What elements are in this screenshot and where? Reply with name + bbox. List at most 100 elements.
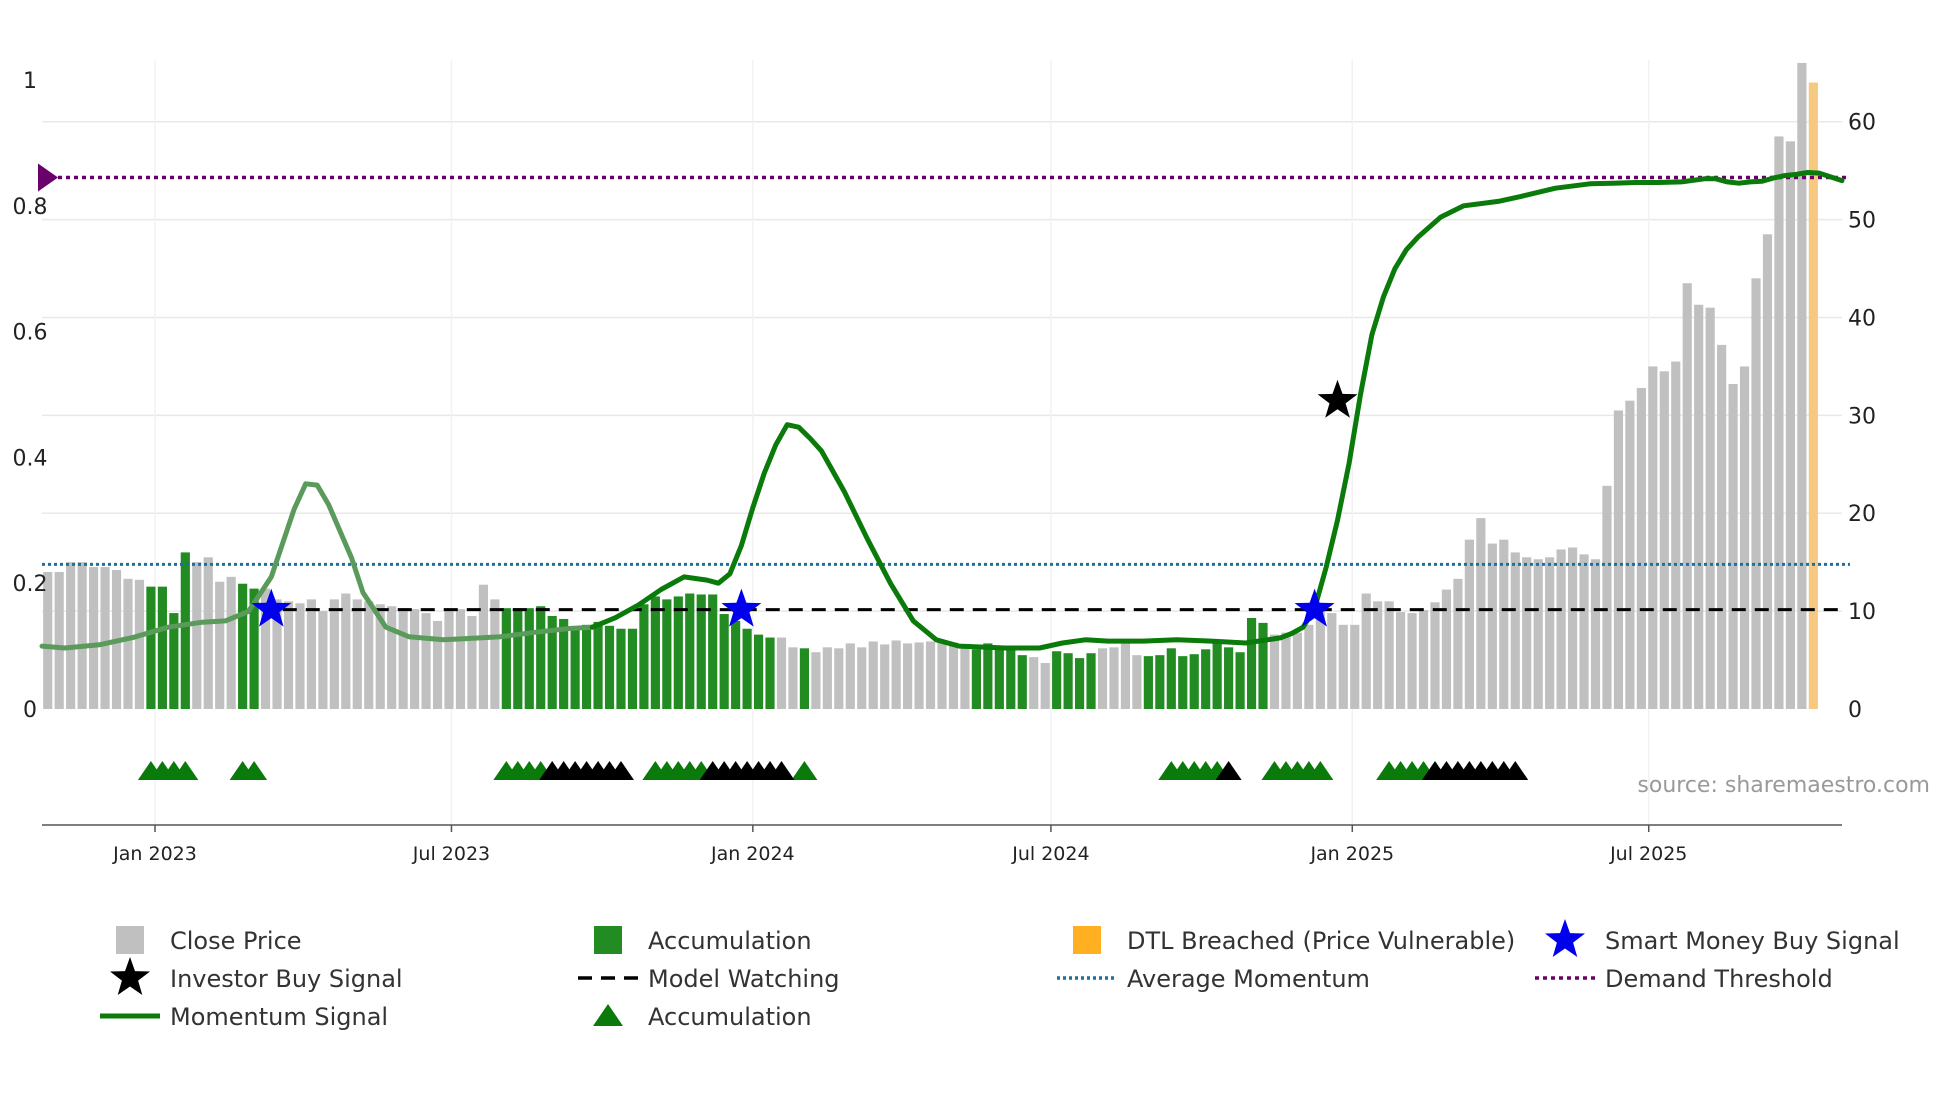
grid-lines: [42, 60, 1842, 825]
close-price-bar: [1476, 518, 1486, 709]
close-price-bar: [1785, 141, 1795, 709]
momentum-signal-line-early: [39, 481, 595, 651]
close-price-bar: [306, 599, 317, 709]
accumulation-bar: [513, 608, 523, 709]
dtl-breached-bar: [1808, 82, 1818, 710]
close-price-bar: [54, 571, 64, 709]
close-price-bar: [1762, 234, 1773, 709]
close-price-bar: [1694, 304, 1704, 709]
accumulation-bar: [1155, 655, 1165, 709]
source-note: source: sharemaestro.com: [1637, 773, 1930, 798]
close-price-bar: [1625, 400, 1635, 709]
close-price-bar: [1407, 613, 1417, 709]
close-price-bar: [1533, 559, 1543, 709]
accumulation-bar: [994, 648, 1004, 709]
accumulation-bar: [559, 618, 569, 709]
close-price-bar: [77, 562, 87, 709]
accumulation-bar: [501, 608, 511, 709]
x-tick-label: Jul 2025: [1609, 843, 1687, 865]
close-price-bar: [1510, 552, 1520, 709]
close-price-bar: [89, 567, 99, 709]
close-price-bar: [925, 641, 936, 709]
accumulation-bar: [169, 613, 179, 709]
accumulation-bar: [673, 596, 683, 709]
accumulation-bar: [696, 594, 706, 709]
close-price-bar: [845, 643, 855, 709]
close-price-bar: [1648, 366, 1658, 709]
accumulation-bar: [1017, 655, 1027, 709]
close-price-bar: [192, 562, 202, 709]
legend-triangle-icon: [593, 1004, 623, 1026]
close-price-bar: [1361, 593, 1371, 709]
close-price-bar: [1717, 344, 1727, 709]
accumulation-bar: [180, 552, 190, 709]
close-price-bar: [1269, 634, 1280, 709]
accumulation-bar: [547, 616, 557, 709]
legend-swatch-acc_bar: [594, 926, 622, 954]
accumulation-bar: [742, 628, 752, 709]
close-price-bar: [776, 637, 787, 709]
close-price-bar: [1728, 384, 1738, 709]
close-price-bars: [43, 63, 1818, 710]
x-tick-label: Jul 2024: [1011, 843, 1089, 865]
close-price-bar: [387, 606, 397, 709]
accumulation-bar: [570, 626, 580, 709]
close-price-bar: [1120, 642, 1131, 709]
close-price-bar: [1338, 624, 1348, 709]
close-price-bar: [1097, 648, 1108, 709]
close-price-bar: [1281, 632, 1291, 709]
right-tick-label: 30: [1848, 404, 1876, 429]
x-tick-label: Jul 2023: [412, 843, 490, 865]
close-price-bar: [1040, 662, 1050, 709]
legend-label: Smart Money Buy Signal: [1605, 927, 1900, 955]
close-price-bar: [1464, 539, 1474, 709]
close-price-bar: [891, 640, 901, 709]
close-price-bar: [1373, 601, 1383, 709]
legend-label: Average Momentum: [1127, 965, 1370, 993]
accumulation-bar: [616, 628, 626, 709]
legend-star-icon: [1545, 919, 1585, 957]
accumulation-triangle-dark-icon: [607, 761, 634, 780]
accumulation-bar: [146, 586, 156, 709]
accumulation-bar: [1086, 653, 1096, 709]
close-price-bar: [432, 620, 443, 709]
close-price-bar: [421, 613, 431, 709]
right-tick-label: 50: [1848, 209, 1876, 234]
legend-swatch-close: [116, 926, 144, 954]
smart-money-buy-star-icon: [721, 588, 762, 627]
momentum-signal-line: [589, 170, 1845, 651]
accumulation-bar: [983, 643, 993, 709]
close-price-bar: [398, 608, 408, 709]
close-price-bar: [1522, 557, 1532, 709]
accumulation-bar: [1143, 656, 1153, 709]
close-price-bar: [329, 599, 339, 709]
accumulation-bar: [1189, 654, 1199, 709]
legend-label: Close Price: [170, 927, 302, 955]
close-price-bar: [490, 599, 500, 709]
accumulation-bar: [582, 624, 592, 709]
close-price-bar: [811, 652, 821, 709]
accumulation-bar: [1063, 653, 1073, 709]
buy-signals: [251, 379, 1358, 627]
accumulation-bar: [971, 649, 981, 709]
accumulation-triangle-dark-icon: [1502, 761, 1529, 780]
accumulation-triangle-icon: [1307, 761, 1334, 780]
x-tick-label: Jan 2024: [710, 843, 795, 865]
close-price-bar: [43, 571, 53, 709]
close-price-bar: [1602, 485, 1612, 709]
legend-label: Accumulation: [648, 1003, 812, 1031]
accumulation-triangle-icon: [241, 761, 268, 780]
accumulation-bar: [650, 596, 660, 709]
close-price-bar: [1797, 63, 1807, 709]
right-tick-label: 60: [1848, 111, 1876, 136]
close-price-bar: [1739, 366, 1750, 709]
close-price-bar: [1579, 554, 1589, 709]
accumulation-bar: [1052, 651, 1062, 709]
demand-threshold-marker: [38, 163, 58, 192]
close-price-bar: [1327, 613, 1337, 709]
close-price-bar: [1659, 371, 1669, 709]
close-price-bar: [444, 609, 454, 709]
close-price-bar: [467, 616, 477, 709]
close-price-bar: [1453, 578, 1463, 709]
